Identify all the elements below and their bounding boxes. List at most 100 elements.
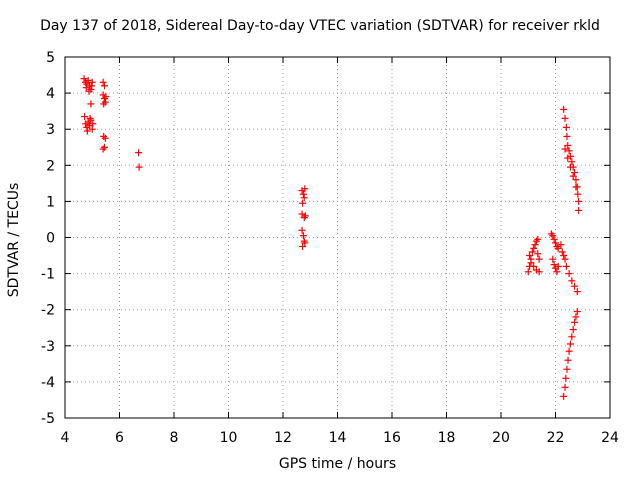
data-point — [81, 113, 89, 121]
data-point — [100, 100, 108, 108]
data-point — [88, 82, 96, 90]
x-tick-label: 18 — [438, 430, 456, 446]
data-point — [561, 383, 569, 391]
data-point — [574, 190, 582, 198]
data-point — [566, 163, 574, 171]
data-point — [301, 185, 309, 193]
data-point — [135, 163, 143, 171]
data-point — [524, 268, 532, 276]
data-point — [563, 365, 571, 373]
data-point — [535, 255, 543, 263]
data-point — [80, 75, 88, 83]
data-point — [560, 105, 568, 113]
data-point — [82, 84, 90, 92]
x-tick-label: 14 — [329, 430, 347, 446]
data-point — [572, 176, 580, 184]
data-point — [299, 199, 307, 207]
data-point — [101, 143, 109, 151]
data-point — [550, 235, 558, 243]
data-point — [102, 93, 110, 101]
data-point — [85, 87, 93, 95]
data-point — [565, 147, 573, 155]
x-tick-label: 24 — [601, 430, 619, 446]
y-tick-label: 2 — [46, 158, 55, 174]
x-tick-label: 10 — [220, 430, 238, 446]
data-point — [87, 100, 95, 108]
data-point — [558, 248, 566, 256]
y-tick-label: 5 — [46, 50, 55, 66]
data-point — [535, 268, 543, 276]
data-point — [571, 169, 579, 177]
x-tick-label: 12 — [274, 430, 292, 446]
data-point — [532, 237, 540, 245]
data-point — [569, 172, 577, 180]
data-point — [549, 255, 557, 263]
data-point — [564, 356, 572, 364]
x-axis-label: GPS time / hours — [278, 456, 397, 472]
data-point — [301, 239, 309, 247]
x-tick-label: 20 — [492, 430, 510, 446]
y-tick-label: -5 — [41, 411, 55, 427]
data-point — [560, 392, 568, 400]
data-point — [101, 95, 109, 103]
data-point — [101, 82, 109, 90]
data-point — [572, 313, 580, 321]
data-point — [561, 114, 569, 122]
data-point — [549, 232, 557, 240]
data-point — [565, 270, 573, 278]
data-point — [300, 194, 308, 202]
data-point — [564, 154, 572, 162]
data-point — [89, 120, 97, 128]
data-point — [299, 232, 307, 240]
data-point — [298, 226, 306, 234]
y-tick-label: 4 — [46, 86, 55, 102]
grid-lines — [65, 57, 610, 418]
data-point — [560, 252, 568, 260]
data-point — [99, 78, 107, 86]
y-tick-label: -4 — [41, 375, 55, 391]
data-point — [568, 277, 576, 285]
data-point — [99, 145, 107, 153]
data-point — [550, 261, 558, 269]
data-point — [568, 333, 576, 341]
x-tick-label: 22 — [547, 430, 565, 446]
y-tick-label: 0 — [46, 231, 55, 247]
data-point — [84, 76, 92, 84]
data-point — [562, 374, 570, 382]
data-point — [299, 190, 307, 198]
y-tick-label: -3 — [41, 339, 55, 355]
data-point — [557, 241, 565, 249]
data-point — [553, 268, 561, 276]
data-point — [299, 243, 307, 251]
data-point — [530, 244, 538, 252]
data-point — [573, 288, 581, 296]
chart-title: Day 137 of 2018, Sidereal Day-to-day VTE… — [40, 18, 600, 34]
data-point — [568, 158, 576, 166]
data-point — [534, 235, 542, 243]
data-point — [301, 212, 309, 220]
data-point — [530, 262, 538, 270]
data-points — [80, 75, 583, 400]
data-point — [562, 262, 570, 270]
data-point — [571, 282, 579, 290]
data-point — [564, 141, 572, 149]
data-point — [561, 145, 569, 153]
data-point — [531, 241, 539, 249]
y-tick-label: 3 — [46, 122, 55, 138]
data-point — [554, 262, 562, 270]
data-point — [135, 149, 143, 157]
x-tick-label: 16 — [383, 430, 401, 446]
data-point — [83, 127, 91, 135]
data-point — [563, 132, 571, 140]
data-point — [101, 134, 109, 142]
data-point — [527, 259, 535, 267]
data-point — [569, 326, 577, 334]
data-point — [554, 244, 562, 252]
data-point — [553, 243, 561, 251]
data-point — [573, 308, 581, 316]
data-point — [100, 132, 108, 140]
data-point — [572, 183, 580, 191]
data-point — [528, 248, 536, 256]
y-tick-label: -2 — [41, 303, 55, 319]
